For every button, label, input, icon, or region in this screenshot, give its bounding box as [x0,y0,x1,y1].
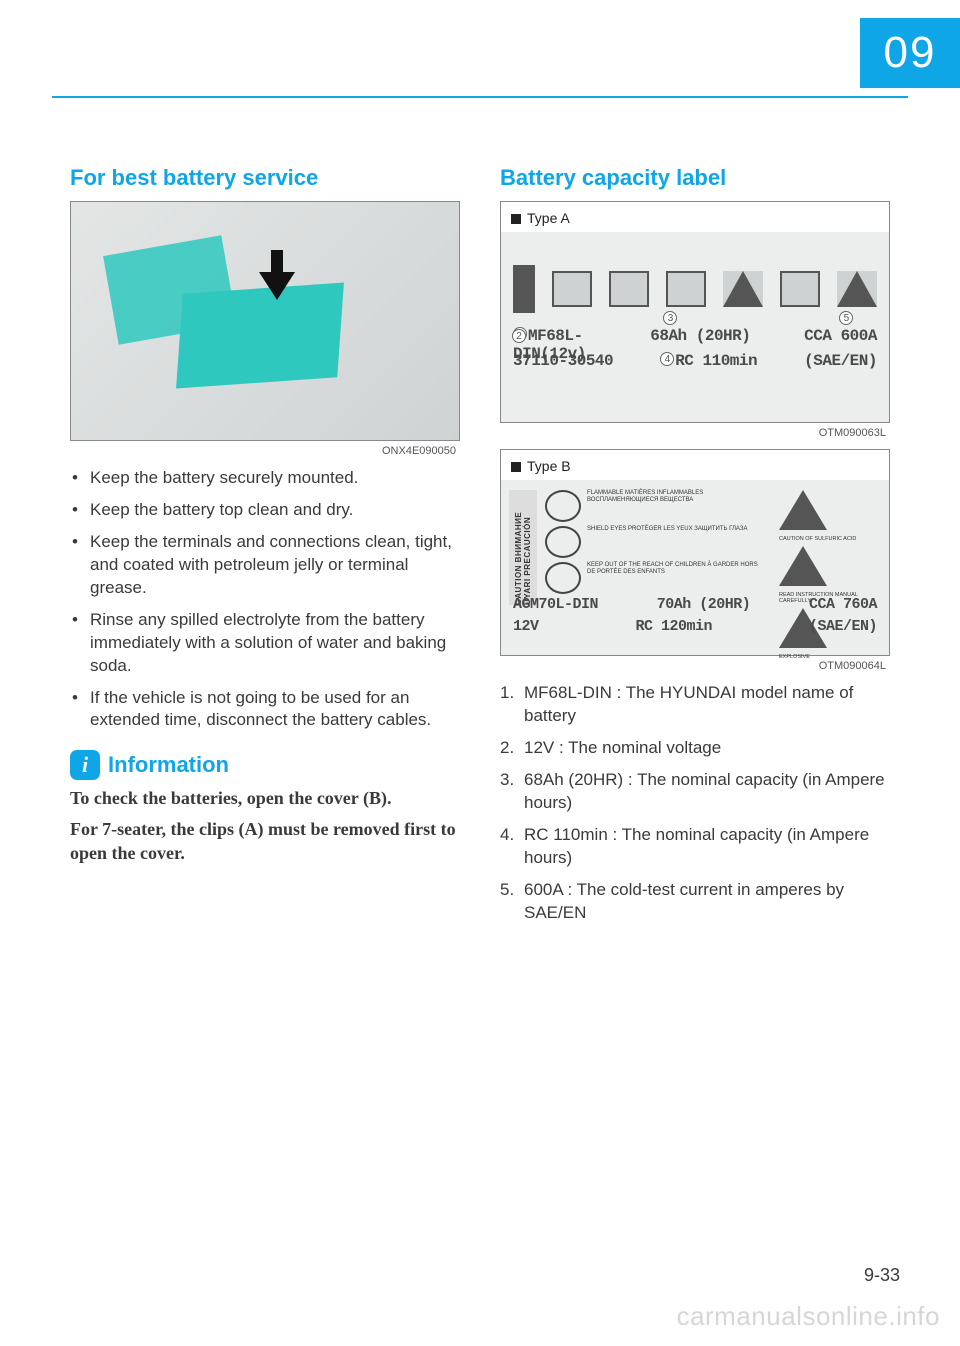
label-figure-a: Type A 1MF68L-DIN(12v)2 368Ah (20HR) 5CC… [500,201,890,423]
label-b-std: (SAE/EN) [809,618,877,635]
type-a-label: Type A [501,202,889,232]
explosive-warning-icon [837,271,877,307]
bullet-item: Keep the terminals and connections clean… [70,531,460,600]
label-figure-b: Type B CAUTION ВНИМАНИЕ UYARI PRECAUCIÓN… [500,449,890,656]
keep-away-icon [666,271,706,307]
bullet-item: Keep the battery securely mounted. [70,467,460,490]
corrosive-warning-icon [779,490,827,530]
label-legend: MF68L-DIN : The HYUNDAI model name of ba… [500,682,890,924]
label-b-rc: RC 120min [635,618,712,635]
warning-text: FLAMMABLE MATIÈRES INFLAMMABLES ВОСПЛАМЕ… [587,490,765,503]
figure-caption: ONX4E090050 [70,445,460,457]
marker-2: 2 [512,329,526,343]
bullet-item: Keep the battery top clean and dry. [70,499,460,522]
engine-battery-figure [70,201,460,441]
label-a-icons [513,264,877,314]
label-b-hazard-icons: CAUTION OF SULFURIC ACID READ INSTRUCTIO… [779,490,879,605]
right-heading: Battery capacity label [500,165,890,191]
label-a-std: (SAE/EN) [804,352,877,370]
warning-text: CAUTION OF SULFURIC ACID [779,536,879,542]
label-b-cca: CCA 760A [809,596,877,613]
watermark: carmanualsonline.info [677,1301,940,1332]
label-a-partno: 37110-30540 [513,352,613,370]
chapter-tab: 09 [860,18,960,88]
type-b-label: Type B [501,450,889,480]
read-manual-warning-icon [779,546,827,586]
service-bullets: Keep the battery securely mounted. Keep … [70,467,460,732]
figure-caption-a: OTM090063L [500,427,890,439]
info-paragraph: For 7-seater, the clips (A) must be remo… [70,817,460,866]
battery-label-a: 1MF68L-DIN(12v)2 368Ah (20HR) 5CCA 600A … [501,232,889,422]
manual-icon [780,271,820,307]
label-a-capacity-text: 68Ah (20HR) [650,327,750,345]
acid-warning-icon [723,271,763,307]
warning-text: KEEP OUT OF THE REACH OF CHILDREN À GARD… [587,562,765,575]
type-b-text: Type B [527,458,571,474]
battery-label-b: CAUTION ВНИМАНИЕ UYARI PRECAUCIÓN FLAMMA… [501,480,889,655]
label-b-voltage: 12V [513,618,539,635]
info-icon: i [70,750,100,780]
label-a-rc-text: RC 110min [675,352,757,370]
bullet-item: If the vehicle is not going to be used f… [70,687,460,733]
goggles-icon [609,271,649,307]
information-title: Information [108,752,229,778]
no-flame-icon [545,490,581,522]
caution-strip: CAUTION ВНИМАНИЕ UYARI PRECAUCIÓN [509,490,537,605]
marker-3: 3 [663,311,677,325]
page-number: 9-33 [864,1265,900,1286]
warning-text: SHIELD EYES PROTÉGER LES YEUX ЗАЩИТИТЬ Г… [587,526,765,533]
label-b-capacity: 70Ah (20HR) [657,596,751,613]
label-b-warning-icons: FLAMMABLE MATIÈRES INFLAMMABLES ВОСПЛАМЕ… [545,490,765,605]
label-a-cca-text: CCA 600A [804,327,877,345]
marker-4: 4 [660,352,674,366]
header-rule [52,96,908,98]
label-b-row2: 12V RC 120min (SAE/EN) [513,618,877,635]
legend-item: 68Ah (20HR) : The nominal capacity (in A… [500,769,890,815]
legend-item: MF68L-DIN : The HYUNDAI model name of ba… [500,682,890,728]
content-columns: For best battery service ONX4E090050 Kee… [70,165,890,933]
down-arrow-icon [257,250,297,305]
figure-caption-b: OTM090064L [500,660,890,672]
label-b-model: AGM70L-DIN [513,596,598,613]
info-paragraph: To check the batteries, open the cover (… [70,786,460,810]
shield-eyes-icon [545,526,581,558]
marker-5: 5 [839,311,853,325]
legend-item: 600A : The cold-test current in amperes … [500,879,890,925]
information-body: To check the batteries, open the cover (… [70,786,460,865]
keep-children-away-icon [545,562,581,594]
label-a-rc: 4RC 110min [660,352,757,370]
no-spark-icon [552,271,592,307]
label-b-row1: AGM70L-DIN 70Ah (20HR) CCA 760A [513,596,877,613]
maintenance-bar-icon [513,265,535,313]
label-a-row2: 37110-30540 4RC 110min (SAE/EN) [513,352,877,370]
legend-item: RC 110min : The nominal capacity (in Amp… [500,824,890,870]
type-a-text: Type A [527,210,570,226]
information-header: i Information [70,750,460,780]
warning-text: EXPLOSIVE [779,654,879,660]
legend-item: 12V : The nominal voltage [500,737,890,760]
right-column: Battery capacity label Type A 1MF68L-DIN… [500,165,890,933]
left-column: For best battery service ONX4E090050 Kee… [70,165,460,933]
left-heading: For best battery service [70,165,460,191]
bullet-item: Rinse any spilled electrolyte from the b… [70,609,460,678]
